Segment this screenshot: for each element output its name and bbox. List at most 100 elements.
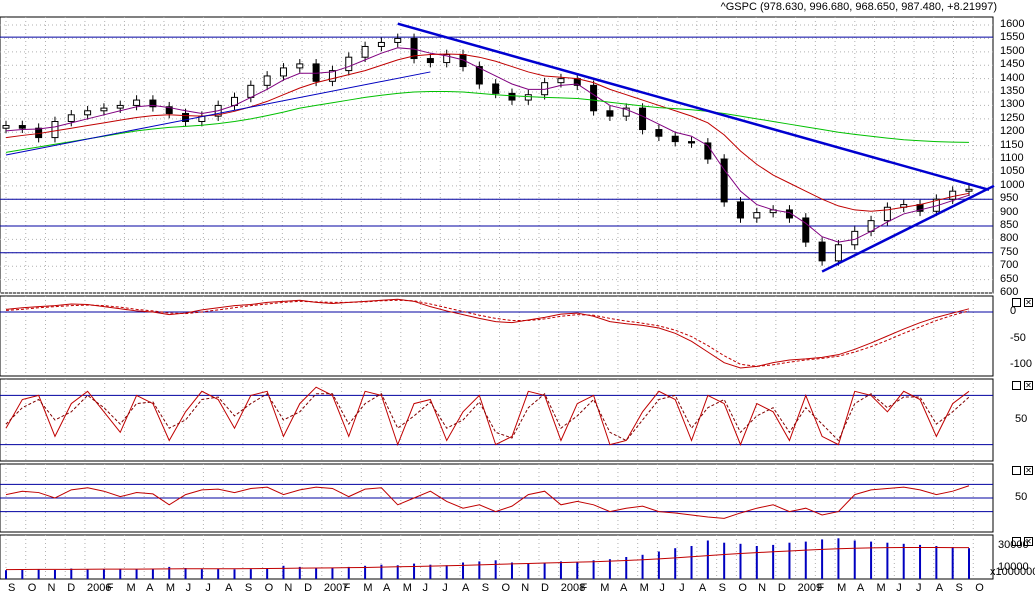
x-tick-label: S: [481, 582, 490, 594]
candle-body: [524, 94, 532, 101]
x-tick-label: J: [185, 582, 192, 594]
candle-body: [133, 99, 141, 106]
candle-body: [263, 75, 271, 86]
candle-body: [606, 110, 614, 117]
price-y-tick: 1250: [1000, 111, 1025, 124]
candle-body: [296, 63, 304, 69]
candle-body: [655, 129, 663, 137]
price-y-tick: 1050: [1000, 165, 1025, 178]
ma-short-line: [5, 47, 970, 243]
candle-body: [165, 106, 173, 114]
candle-body: [475, 66, 483, 85]
x-tick-label: J: [422, 582, 429, 594]
close-icon[interactable]: ✕: [1024, 298, 1033, 307]
maximize-icon[interactable]: [1012, 466, 1021, 475]
candle-body: [818, 241, 826, 262]
x-tick-label: F: [817, 582, 825, 594]
price-y-tick: 600: [1000, 286, 1019, 298]
x-tick-label: M: [165, 582, 176, 594]
macd-panel-frame: [0, 295, 994, 377]
candle-body: [2, 125, 10, 129]
macd-y-tick: -100: [1010, 358, 1033, 371]
price-y-tick: 1450: [1000, 58, 1025, 71]
price-y-tick: 900: [1000, 205, 1019, 218]
rsi-y-tick: 50: [1015, 491, 1028, 503]
price-y-tick: 1600: [1000, 18, 1025, 31]
x-tick-label: 2009: [797, 582, 823, 594]
x-tick-label: N: [47, 582, 56, 594]
x-tick-label: N: [758, 582, 767, 594]
x-tick-label: D: [540, 582, 549, 594]
trendline-down: [397, 22, 990, 192]
close-icon[interactable]: ✕: [1024, 381, 1033, 390]
x-tick-label: S: [955, 582, 963, 594]
candle-body: [736, 201, 744, 219]
candle-body: [51, 121, 59, 139]
x-tick-label: J: [442, 582, 448, 594]
ma-long-line: [5, 90, 970, 153]
candle-body: [345, 56, 353, 72]
x-tick-label: D: [67, 582, 76, 594]
candle-body: [949, 190, 957, 200]
x-tick-label: J: [896, 582, 902, 594]
x-tick-label: J: [205, 582, 211, 594]
x-tick-label: A: [383, 582, 391, 594]
candle-body: [100, 107, 108, 112]
rsi-panel-controls: ✕: [1012, 466, 1033, 475]
candle-body: [361, 45, 369, 58]
price-y-tick: 850: [1000, 219, 1019, 231]
candle-body: [785, 209, 793, 219]
price-y-tick: 1500: [1000, 44, 1025, 57]
candle-body: [328, 70, 336, 82]
close-icon[interactable]: ✕: [1024, 466, 1033, 475]
price-y-tick: 700: [1000, 259, 1019, 272]
volume-y-tick: 10000: [998, 561, 1029, 573]
price-y-tick: 1200: [1000, 125, 1025, 138]
x-tick-label: F: [106, 582, 114, 594]
candle-body: [965, 188, 973, 192]
ticker-values: (978.630, 996.680, 968.650, 987.480, +8.…: [759, 1, 997, 13]
x-tick-label: J: [679, 582, 685, 594]
x-tick-label: O: [501, 582, 511, 594]
stoch-d-line: [5, 392, 970, 442]
x-tick-label: A: [619, 582, 628, 594]
candle-body: [67, 114, 75, 123]
x-tick-label: S: [718, 582, 726, 594]
candle-body: [279, 67, 287, 77]
price-y-tick: 1350: [1000, 85, 1025, 98]
maximize-icon[interactable]: [1012, 537, 1021, 546]
price-y-tick: 950: [1000, 192, 1019, 205]
candle-body: [508, 92, 516, 101]
close-icon[interactable]: ✕: [1024, 537, 1033, 546]
price-y-tick: 650: [1000, 272, 1019, 285]
volume-panel-controls: ✕: [1012, 537, 1033, 546]
x-tick-label: M: [837, 582, 847, 594]
price-y-tick: 1100: [1000, 152, 1024, 165]
x-tick-label: O: [264, 582, 274, 594]
candle-body: [247, 84, 255, 98]
price-y-tick: 1300: [1000, 98, 1025, 111]
candle-body: [443, 54, 451, 64]
candle-body: [720, 158, 728, 203]
x-tick-label: A: [146, 582, 154, 594]
candle-body: [426, 58, 434, 64]
ticker-symbol: ^GSPC: [720, 1, 757, 13]
maximize-icon[interactable]: [1012, 298, 1021, 307]
stoch-panel-frame: [0, 378, 994, 462]
x-tick-label: M: [402, 582, 412, 594]
candle-body: [492, 83, 500, 94]
x-tick-label: M: [600, 582, 610, 594]
trendline-long-up: [5, 71, 431, 156]
x-tick-label: F: [343, 582, 351, 594]
candle-body: [377, 41, 385, 47]
volume-unit: x1000000: [990, 566, 1035, 578]
stoch-k-line: [5, 386, 970, 447]
x-tick-label: 2008: [560, 582, 586, 594]
rsi-line: [5, 485, 970, 519]
candle-body: [802, 217, 810, 243]
x-tick-label: D: [777, 582, 786, 594]
maximize-icon[interactable]: [1012, 381, 1021, 390]
price-y-tick: 800: [1000, 232, 1019, 245]
candle-body: [18, 125, 26, 129]
candle-body: [84, 110, 92, 116]
